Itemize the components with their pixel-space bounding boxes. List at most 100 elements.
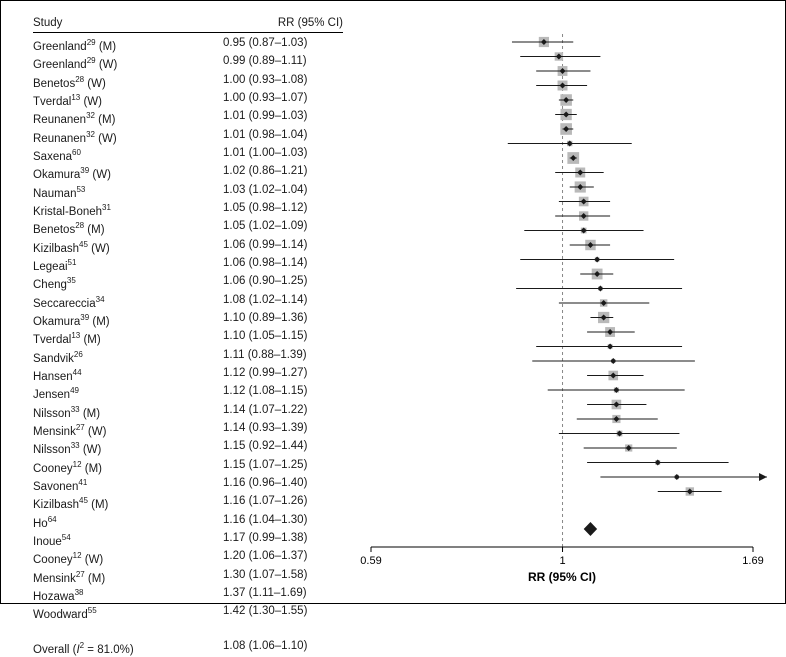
studies-block: Greenland29 (M)0.95 (0.87–1.03)Greenland… (33, 36, 353, 623)
study-rr: 1.06 (0.98–1.14) (217, 256, 343, 274)
study-label: Mensink27 (M) (33, 568, 217, 586)
study-rr: 1.00 (0.93–1.07) (217, 91, 343, 109)
study-label: Kizilbash45 (W) (33, 238, 217, 256)
study-rr: 1.05 (1.02–1.09) (217, 219, 343, 237)
study-label: Nauman53 (33, 183, 217, 201)
table-row: Reunanen32 (W)1.01 (0.98–1.04) (33, 128, 343, 146)
study-rr: 1.08 (1.02–1.14) (217, 293, 343, 311)
forest-plot: 0.59 1 1.69 RR (95% CI) (353, 13, 773, 595)
study-label: Ho64 (33, 513, 217, 531)
study-rr: 1.15 (0.92–1.44) (217, 439, 343, 457)
table-row: Greenland29 (W)0.99 (0.89–1.11) (33, 54, 343, 72)
table-row: Hansen441.12 (0.99–1.27) (33, 366, 343, 384)
table-row: Woodward551.42 (1.30–1.55) (33, 604, 343, 622)
study-rr: 1.12 (0.99–1.27) (217, 366, 343, 384)
study-label: Cheng35 (33, 274, 217, 292)
study-label: Nilsson33 (M) (33, 403, 217, 421)
table-row: Nilsson33 (M)1.14 (1.07–1.22) (33, 403, 343, 421)
study-rr: 1.03 (1.02–1.04) (217, 183, 343, 201)
study-rr: 1.10 (0.89–1.36) (217, 311, 343, 329)
table-row: Savonen411.16 (0.96–1.40) (33, 476, 343, 494)
table-row: Benetos28 (M)1.05 (1.02–1.09) (33, 219, 343, 237)
study-label: Kristal-Boneh31 (33, 201, 217, 219)
study-label: Okamura39 (W) (33, 164, 217, 182)
study-label: Sandvik26 (33, 348, 217, 366)
table-row: Seccareccia341.08 (1.02–1.14) (33, 293, 343, 311)
table-row: Cooney12 (M)1.15 (1.07–1.25) (33, 458, 343, 476)
svg-text:1: 1 (559, 555, 565, 567)
table-row: Inoue541.17 (0.99–1.38) (33, 531, 343, 549)
study-rr: 1.12 (1.08–1.15) (217, 384, 343, 402)
study-rr: 1.01 (0.99–1.03) (217, 109, 343, 127)
study-rr: 1.01 (0.98–1.04) (217, 128, 343, 146)
study-rr: 1.14 (1.07–1.22) (217, 403, 343, 421)
study-label: Reunanen32 (W) (33, 128, 217, 146)
study-rr: 0.95 (0.87–1.03) (217, 36, 343, 54)
figure-inner: Study RR (95% CI) Greenland29 (M)0.95 (0… (13, 13, 773, 595)
study-label: Jensen49 (33, 384, 217, 402)
table-row: Ho641.16 (1.04–1.30) (33, 513, 343, 531)
study-label: Nilsson33 (W) (33, 439, 217, 457)
study-label: Savonen41 (33, 476, 217, 494)
study-label: Reunanen32 (M) (33, 109, 217, 127)
th-study: Study (33, 17, 223, 29)
th-rr: RR (95% CI) (223, 17, 343, 29)
study-label: Benetos28 (W) (33, 73, 217, 91)
study-rr: 1.05 (0.98–1.12) (217, 201, 343, 219)
table-row: Legeai511.06 (0.98–1.14) (33, 256, 343, 274)
study-rr: 1.01 (1.00–1.03) (217, 146, 343, 164)
table-row: Cheng351.06 (0.90–1.25) (33, 274, 343, 292)
study-label: Greenland29 (M) (33, 36, 217, 54)
forest-svg: 0.59 1 1.69 RR (95% CI) (353, 13, 773, 591)
study-label: Hansen44 (33, 366, 217, 384)
table-row: Kristal-Boneh311.05 (0.98–1.12) (33, 201, 343, 219)
table-row: Saxena601.01 (1.00–1.03) (33, 146, 343, 164)
study-label: Tverdal13 (M) (33, 329, 217, 347)
study-label: Saxena60 (33, 146, 217, 164)
study-rr: 1.06 (0.90–1.25) (217, 274, 343, 292)
study-label: Cooney12 (W) (33, 549, 217, 567)
study-rr: 1.20 (1.06–1.37) (217, 549, 343, 567)
table-row: Greenland29 (M)0.95 (0.87–1.03) (33, 36, 343, 54)
study-label: Mensink27 (W) (33, 421, 217, 439)
study-rr: 1.17 (0.99–1.38) (217, 531, 343, 549)
table-row: Hozawa381.37 (1.11–1.69) (33, 586, 343, 604)
study-label: Benetos28 (M) (33, 219, 217, 237)
svg-text:0.59: 0.59 (360, 555, 381, 567)
study-rr: 1.37 (1.11–1.69) (217, 586, 343, 604)
table-row: Kizilbash45 (M)1.16 (1.07–1.26) (33, 494, 343, 512)
study-rr: 1.11 (0.88–1.39) (217, 348, 343, 366)
study-label: Inoue54 (33, 531, 217, 549)
study-rr: 1.02 (0.86–1.21) (217, 164, 343, 182)
study-label: Seccareccia34 (33, 293, 217, 311)
study-rr: 1.16 (0.96–1.40) (217, 476, 343, 494)
table-row: Mensink27 (M)1.30 (1.07–1.58) (33, 568, 343, 586)
overall-row: Overall (I2 = 81.0%) 1.08 (1.06–1.10) (33, 631, 353, 657)
study-rr: 1.15 (1.07–1.25) (217, 458, 343, 476)
table-row: Sandvik261.11 (0.88–1.39) (33, 348, 343, 366)
study-label: Woodward55 (33, 604, 217, 622)
table-row: Okamura39 (M)1.10 (0.89–1.36) (33, 311, 343, 329)
table-row: Jensen491.12 (1.08–1.15) (33, 384, 343, 402)
study-label: Kizilbash45 (M) (33, 494, 217, 512)
study-rr: 1.16 (1.04–1.30) (217, 513, 343, 531)
overall-label: Overall (I2 = 81.0%) (33, 639, 217, 657)
table-row: Okamura39 (W)1.02 (0.86–1.21) (33, 164, 343, 182)
table-row: Nauman531.03 (1.02–1.04) (33, 183, 343, 201)
table-row: Nilsson33 (W)1.15 (0.92–1.44) (33, 439, 343, 457)
study-rr: 1.30 (1.07–1.58) (217, 568, 343, 586)
table-row: Reunanen32 (M)1.01 (0.99–1.03) (33, 109, 343, 127)
svg-text:RR (95% CI): RR (95% CI) (528, 570, 596, 584)
table-row: Kizilbash45 (W)1.06 (0.99–1.14) (33, 238, 343, 256)
study-rr: 1.06 (0.99–1.14) (217, 238, 343, 256)
study-label: Hozawa38 (33, 586, 217, 604)
overall-rr: 1.08 (1.06–1.10) (217, 639, 343, 657)
study-rr: 1.10 (1.05–1.15) (217, 329, 343, 347)
table-header: Study RR (95% CI) (33, 17, 343, 33)
study-label: Okamura39 (M) (33, 311, 217, 329)
study-label: Cooney12 (M) (33, 458, 217, 476)
study-label: Greenland29 (W) (33, 54, 217, 72)
table-row: Tverdal13 (W)1.00 (0.93–1.07) (33, 91, 343, 109)
study-rr: 0.99 (0.89–1.11) (217, 54, 343, 72)
svg-text:1.69: 1.69 (742, 555, 763, 567)
